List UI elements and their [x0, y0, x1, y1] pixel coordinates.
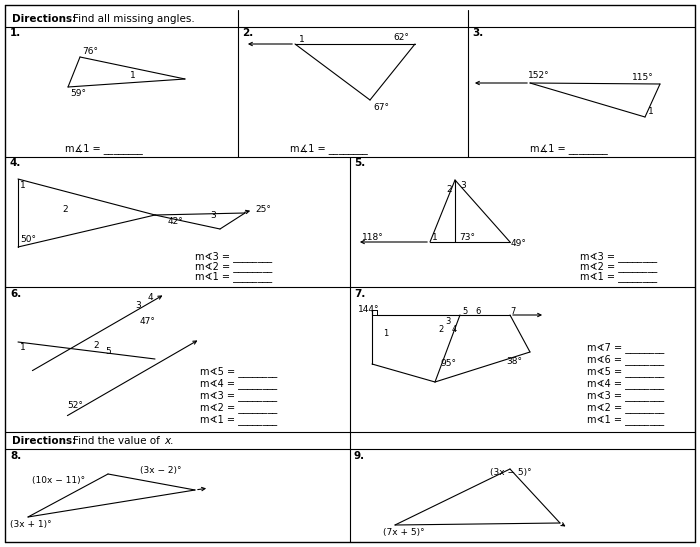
Text: x: x: [164, 436, 170, 446]
Text: 2: 2: [62, 205, 68, 213]
Text: (3x − 2)°: (3x − 2)°: [140, 467, 181, 475]
Text: 1: 1: [299, 34, 304, 44]
Text: 73°: 73°: [459, 232, 475, 241]
Text: m∢2 = ________: m∢2 = ________: [200, 403, 277, 414]
Text: 95°: 95°: [440, 359, 456, 369]
Text: 38°: 38°: [506, 357, 522, 365]
Text: m∢3 = ________: m∢3 = ________: [580, 252, 657, 263]
Text: m∢4 = ________: m∢4 = ________: [200, 379, 277, 389]
Text: 2: 2: [446, 184, 452, 194]
Text: 62°: 62°: [393, 33, 409, 43]
Text: (7x + 5)°: (7x + 5)°: [383, 528, 425, 538]
Text: 42°: 42°: [168, 218, 183, 226]
Text: m∢5 = ________: m∢5 = ________: [587, 366, 664, 377]
Text: 8.: 8.: [10, 451, 21, 461]
Text: 2: 2: [438, 324, 443, 334]
Text: 67°: 67°: [373, 103, 389, 113]
Text: 3: 3: [460, 181, 466, 189]
Text: Find all missing angles.: Find all missing angles.: [73, 14, 195, 24]
Text: m∡1 = ________: m∡1 = ________: [290, 143, 368, 154]
Text: m∢3 = ________: m∢3 = ________: [195, 252, 272, 263]
Text: 49°: 49°: [511, 240, 527, 248]
Text: 59°: 59°: [70, 90, 86, 98]
Text: m∢1 = ________: m∢1 = ________: [587, 415, 664, 426]
Text: m∢3 = ________: m∢3 = ________: [587, 391, 664, 401]
Text: m∢5 = ________: m∢5 = ________: [200, 366, 277, 377]
Text: 3.: 3.: [472, 28, 483, 38]
Text: 4: 4: [452, 324, 457, 334]
Text: 1: 1: [20, 342, 26, 352]
Text: m∢1 = ________: m∢1 = ________: [200, 415, 277, 426]
Text: m∡1 = ________: m∡1 = ________: [65, 143, 143, 154]
Text: 9.: 9.: [354, 451, 365, 461]
Text: m∢2 = ________: m∢2 = ________: [195, 261, 272, 272]
Text: m∡1 = ________: m∡1 = ________: [530, 143, 608, 154]
Text: 2.: 2.: [242, 28, 253, 38]
Text: 1: 1: [648, 108, 654, 117]
Text: 5.: 5.: [354, 158, 365, 168]
Text: 50°: 50°: [20, 235, 36, 243]
Text: 1: 1: [130, 71, 136, 79]
Text: m∢4 = ________: m∢4 = ________: [587, 379, 664, 389]
Text: 115°: 115°: [632, 73, 654, 83]
Text: 6.: 6.: [10, 289, 21, 299]
Text: 1.: 1.: [10, 28, 21, 38]
Text: Directions:: Directions:: [12, 14, 76, 24]
Text: m∢7 = ________: m∢7 = ________: [587, 342, 664, 353]
Text: 7: 7: [510, 307, 515, 317]
Text: 5: 5: [105, 346, 111, 356]
Text: 6: 6: [475, 307, 480, 317]
Text: 76°: 76°: [82, 46, 98, 55]
Text: .: .: [170, 436, 174, 446]
Text: 2: 2: [93, 341, 99, 351]
Text: m∢1 = ________: m∢1 = ________: [195, 271, 272, 282]
Text: m∢2 = ________: m∢2 = ________: [587, 403, 664, 414]
Text: Find the value of: Find the value of: [73, 436, 163, 446]
Text: m∢6 = ________: m∢6 = ________: [587, 354, 664, 365]
Text: (10x − 11)°: (10x − 11)°: [32, 475, 85, 485]
Text: 144°: 144°: [358, 306, 379, 315]
Text: m∢2 = ________: m∢2 = ________: [580, 261, 657, 272]
Text: m∢3 = ________: m∢3 = ________: [200, 391, 277, 401]
Text: (3x − 5)°: (3x − 5)°: [490, 468, 531, 478]
Text: 4: 4: [148, 294, 153, 302]
Text: Directions:: Directions:: [12, 436, 76, 446]
Text: 52°: 52°: [67, 400, 83, 410]
Text: (3x + 1)°: (3x + 1)°: [10, 521, 52, 529]
Text: m∢1 = ________: m∢1 = ________: [580, 271, 657, 282]
Text: 1: 1: [432, 232, 438, 241]
Text: 5: 5: [462, 307, 468, 317]
Text: 1: 1: [20, 181, 26, 189]
Text: 25°: 25°: [255, 206, 271, 214]
Text: 4.: 4.: [10, 158, 22, 168]
Text: 3: 3: [135, 301, 141, 311]
Text: 3: 3: [445, 317, 450, 327]
Text: 152°: 152°: [528, 71, 550, 79]
Text: 1: 1: [383, 329, 389, 339]
Text: 47°: 47°: [140, 317, 156, 325]
Text: 3: 3: [210, 211, 216, 219]
Text: 7.: 7.: [354, 289, 365, 299]
Text: 118°: 118°: [362, 232, 384, 241]
